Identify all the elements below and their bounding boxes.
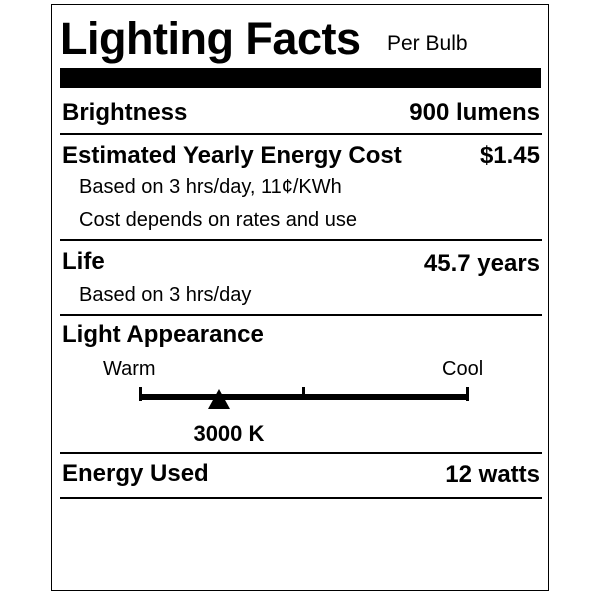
energy-cost-note: Cost depends on rates and use [79,209,357,231]
energy-cost-value: $1.45 [479,142,540,169]
divider [60,133,542,135]
divider [60,239,542,241]
scale-tick [139,387,142,401]
energy-used-label: Energy Used [62,460,209,487]
scale-tick [466,387,469,401]
label-title: Lighting Facts [60,13,361,64]
life-value: 45.7 years [423,250,540,277]
divider [60,314,542,316]
warm-label: Warm [103,358,156,380]
energy-cost-note: Based on 3 hrs/day, 11¢/KWh [79,176,342,198]
temperature-marker-icon [207,389,230,409]
cool-label: Cool [442,358,484,380]
divider [60,497,542,499]
title-rule [60,68,541,88]
color-temperature-value: 3000 K [193,421,265,446]
brightness-label: Brightness [62,99,188,126]
life-label: Life [62,248,105,275]
brightness-value: 900 lumens [409,99,540,126]
light-appearance-label: Light Appearance [62,321,264,348]
color-temperature-scale [140,394,469,400]
energy-cost-label: Estimated Yearly Energy Cost [62,142,402,169]
label-border [51,4,549,591]
scale-tick [302,387,305,397]
label-subtitle: Per Bulb [387,32,468,55]
divider [60,452,542,454]
energy-used-value: 12 watts [445,461,540,488]
life-note: Based on 3 hrs/day [79,284,252,306]
